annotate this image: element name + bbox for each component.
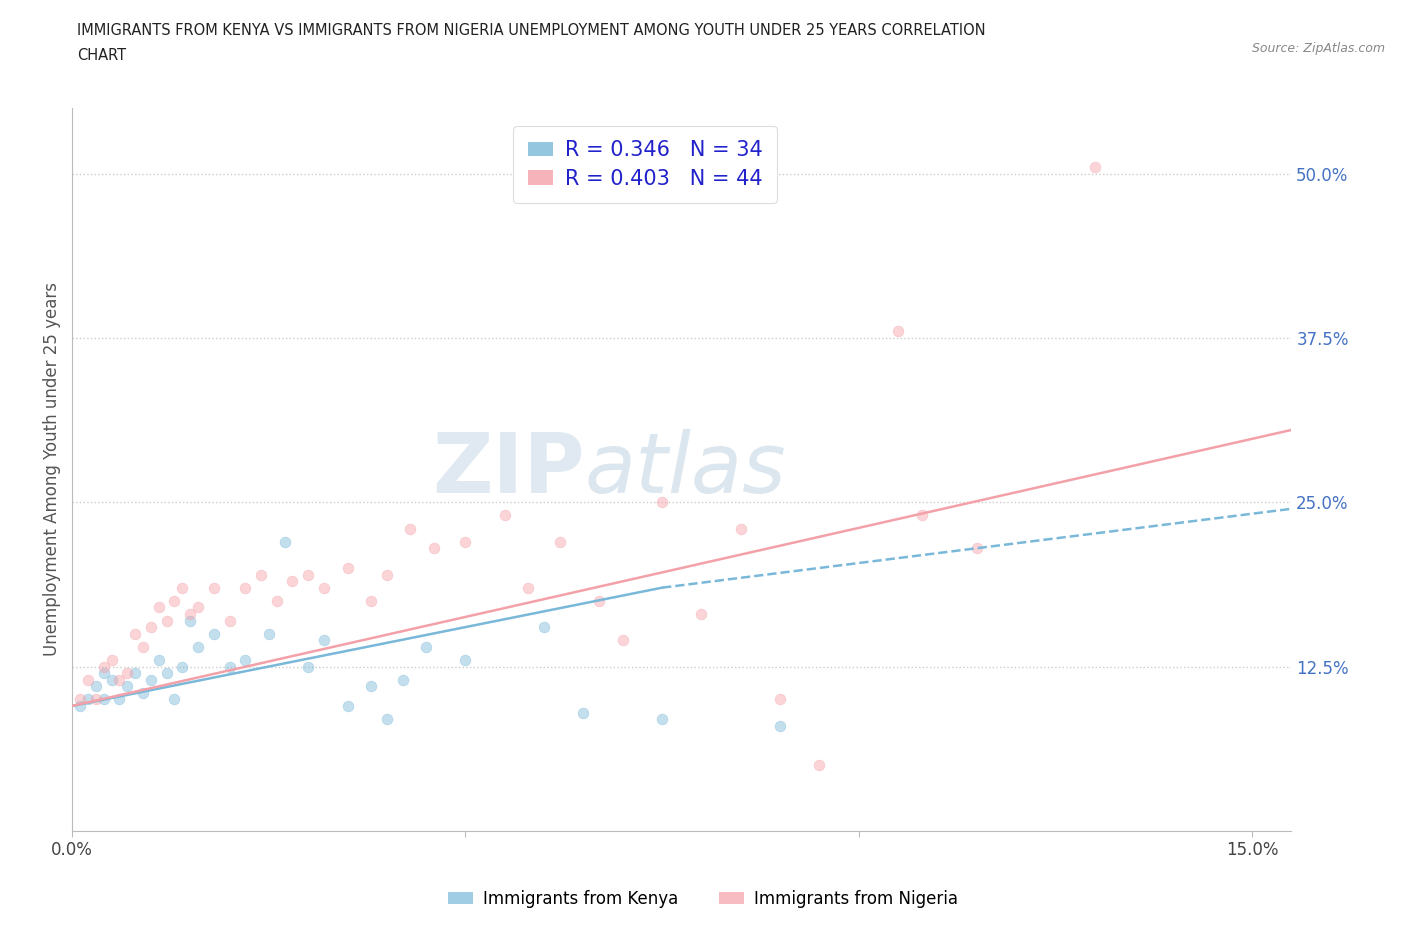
Point	[172, 659, 194, 674]
Point	[312, 632, 335, 647]
Point	[257, 626, 280, 641]
Point	[336, 698, 359, 713]
Point	[132, 639, 155, 654]
Point	[69, 692, 91, 707]
Text: CHART: CHART	[77, 48, 127, 63]
Point	[108, 692, 131, 707]
Point	[266, 593, 288, 608]
Text: ZIP: ZIP	[432, 429, 585, 510]
Legend: R = 0.346   N = 34, R = 0.403   N = 44: R = 0.346 N = 34, R = 0.403 N = 44	[513, 126, 778, 203]
Point	[808, 758, 831, 773]
Point	[187, 600, 209, 615]
Point	[548, 534, 571, 549]
Point	[533, 619, 555, 634]
Point	[250, 567, 273, 582]
Point	[911, 508, 934, 523]
Point	[117, 679, 139, 694]
Point	[84, 692, 107, 707]
Point	[494, 508, 516, 523]
Point	[360, 593, 382, 608]
Point	[132, 685, 155, 700]
Point	[77, 692, 100, 707]
Point	[148, 653, 170, 668]
Point	[360, 679, 382, 694]
Point	[156, 666, 179, 681]
Point	[651, 711, 673, 726]
Point	[117, 666, 139, 681]
Text: atlas: atlas	[585, 429, 786, 510]
Point	[93, 659, 115, 674]
Point	[297, 659, 319, 674]
Point	[1084, 160, 1107, 175]
Point	[93, 692, 115, 707]
Point	[179, 606, 201, 621]
Point	[163, 692, 186, 707]
Point	[273, 534, 295, 549]
Point	[454, 653, 477, 668]
Point	[517, 580, 540, 595]
Y-axis label: Unemployment Among Youth under 25 years: Unemployment Among Youth under 25 years	[44, 283, 60, 657]
Point	[454, 534, 477, 549]
Point	[84, 679, 107, 694]
Point	[163, 593, 186, 608]
Point	[139, 619, 162, 634]
Point	[375, 711, 398, 726]
Point	[690, 606, 713, 621]
Point	[93, 666, 115, 681]
Point	[124, 666, 146, 681]
Text: Source: ZipAtlas.com: Source: ZipAtlas.com	[1251, 42, 1385, 55]
Point	[966, 541, 988, 556]
Legend: Immigrants from Kenya, Immigrants from Nigeria: Immigrants from Kenya, Immigrants from N…	[441, 883, 965, 914]
Point	[769, 718, 792, 733]
Point	[100, 653, 122, 668]
Point	[179, 613, 201, 628]
Point	[77, 672, 100, 687]
Point	[297, 567, 319, 582]
Point	[415, 639, 437, 654]
Point	[218, 613, 240, 628]
Point	[588, 593, 610, 608]
Point	[148, 600, 170, 615]
Point	[769, 692, 792, 707]
Point	[69, 698, 91, 713]
Point	[336, 561, 359, 576]
Point	[187, 639, 209, 654]
Point	[172, 580, 194, 595]
Point	[651, 495, 673, 510]
Point	[399, 521, 422, 536]
Point	[156, 613, 179, 628]
Point	[202, 626, 225, 641]
Point	[124, 626, 146, 641]
Point	[887, 324, 910, 339]
Point	[202, 580, 225, 595]
Point	[612, 632, 634, 647]
Point	[730, 521, 752, 536]
Point	[281, 574, 304, 589]
Point	[233, 580, 256, 595]
Point	[100, 672, 122, 687]
Point	[312, 580, 335, 595]
Point	[391, 672, 413, 687]
Point	[218, 659, 240, 674]
Point	[139, 672, 162, 687]
Point	[572, 705, 595, 720]
Point	[423, 541, 446, 556]
Point	[233, 653, 256, 668]
Point	[375, 567, 398, 582]
Text: IMMIGRANTS FROM KENYA VS IMMIGRANTS FROM NIGERIA UNEMPLOYMENT AMONG YOUTH UNDER : IMMIGRANTS FROM KENYA VS IMMIGRANTS FROM…	[77, 23, 986, 38]
Point	[108, 672, 131, 687]
